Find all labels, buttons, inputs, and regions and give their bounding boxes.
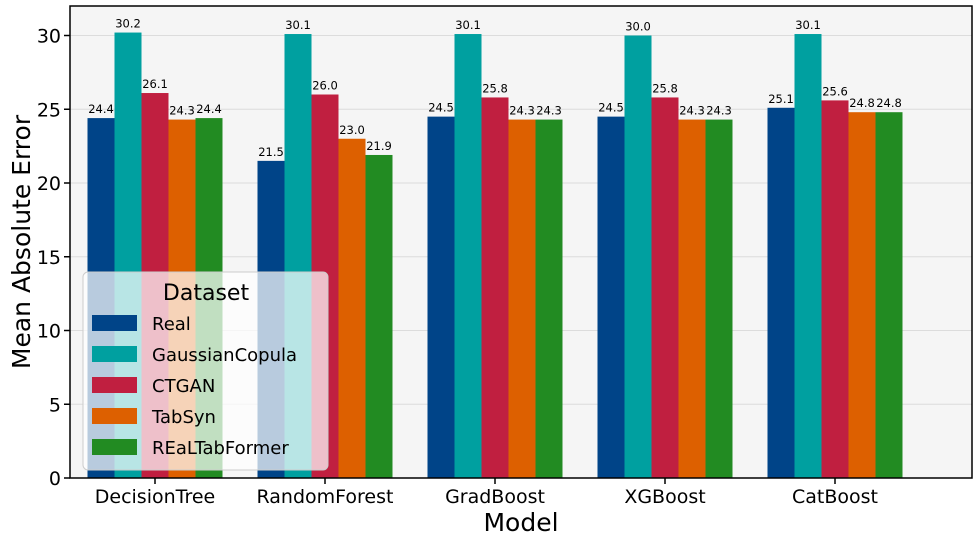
data-label: 24.3	[509, 104, 535, 118]
legend-swatch	[92, 408, 137, 424]
legend-label: GaussianCopula	[152, 345, 297, 366]
legend-swatch	[92, 346, 137, 362]
bar	[767, 107, 795, 479]
data-label: 30.0	[625, 20, 651, 34]
bar	[535, 119, 563, 478]
data-label: 23.0	[339, 123, 365, 137]
data-label: 30.1	[795, 18, 821, 32]
data-label: 25.1	[768, 92, 794, 106]
data-label: 24.5	[598, 101, 624, 115]
x-tick-label: XGBoost	[624, 486, 705, 508]
data-label: 25.8	[652, 81, 678, 95]
legend-swatch	[92, 439, 137, 455]
bar	[597, 116, 625, 478]
data-label: 25.6	[822, 84, 848, 98]
bar	[624, 35, 652, 478]
bar	[454, 34, 482, 479]
legend-swatch	[92, 315, 137, 331]
x-axis-ticks: DecisionTree RandomForest GradBoost XGBoost…	[95, 478, 878, 508]
data-label: 30.1	[285, 18, 311, 32]
data-label: 21.9	[366, 139, 392, 153]
legend: Dataset Real GaussianCopula CTGAN TabSyn REa…	[82, 271, 329, 471]
x-axis-title: Model	[483, 508, 558, 537]
bar	[705, 119, 733, 478]
x-tick-label: GradBoost	[445, 486, 545, 508]
data-labels: 24.430.226.124.3 24.421.530.126.023.021.9…	[88, 17, 902, 159]
data-label: 24.5	[428, 101, 454, 115]
x-tick-label: CatBoost	[792, 486, 878, 508]
bar	[427, 116, 455, 478]
data-label: 24.4	[88, 102, 114, 116]
bar	[875, 112, 903, 478]
legend-label: CTGAN	[152, 376, 215, 397]
bar	[338, 138, 366, 478]
data-label: 21.5	[258, 145, 284, 159]
data-label: 24.8	[849, 96, 875, 110]
legend-items: Real GaussianCopula CTGAN TabSyn REaLTabForm…	[92, 314, 297, 459]
data-label: 24.8	[876, 96, 902, 110]
bar	[678, 119, 706, 478]
data-label: 24.3	[679, 104, 705, 118]
bar	[794, 34, 822, 479]
data-label: 30.1	[455, 18, 481, 32]
bar	[821, 100, 849, 479]
y-tick-label: 10	[37, 321, 61, 343]
legend-title: Dataset	[163, 281, 250, 306]
data-label: 26.1	[142, 77, 168, 91]
y-axis-title: Mean Absolute Error	[7, 114, 36, 369]
bar	[651, 97, 679, 478]
legend-box	[82, 271, 329, 471]
data-label: 30.2	[115, 17, 141, 31]
legend-label: TabSyn	[151, 407, 216, 428]
y-tick-label: 25	[37, 99, 61, 121]
bar	[365, 154, 393, 478]
y-tick-label: 20	[37, 173, 61, 195]
bar	[481, 97, 509, 478]
plot-frame	[69, 5, 973, 479]
data-label: 24.4	[196, 102, 222, 116]
data-label: 24.3	[536, 104, 562, 118]
y-tick-label: 0	[49, 468, 61, 490]
bar	[848, 112, 876, 478]
y-axis-ticks: 0 5 10 15 20 25 30	[37, 26, 70, 490]
y-tick-label: 30	[37, 26, 61, 48]
bar	[508, 119, 536, 478]
x-tick-label: DecisionTree	[95, 486, 215, 508]
legend-swatch	[92, 377, 137, 393]
y-tick-label: 15	[37, 247, 61, 269]
data-label: 25.8	[482, 81, 508, 95]
x-tick-label: RandomForest	[257, 486, 394, 508]
data-label: 26.0	[312, 79, 338, 93]
legend-label: Real	[152, 314, 191, 335]
data-label: 24.3	[706, 104, 732, 118]
y-tick-label: 5	[49, 394, 61, 416]
data-label: 24.3	[169, 104, 195, 118]
legend-label: REaLTabFormer	[152, 438, 289, 459]
